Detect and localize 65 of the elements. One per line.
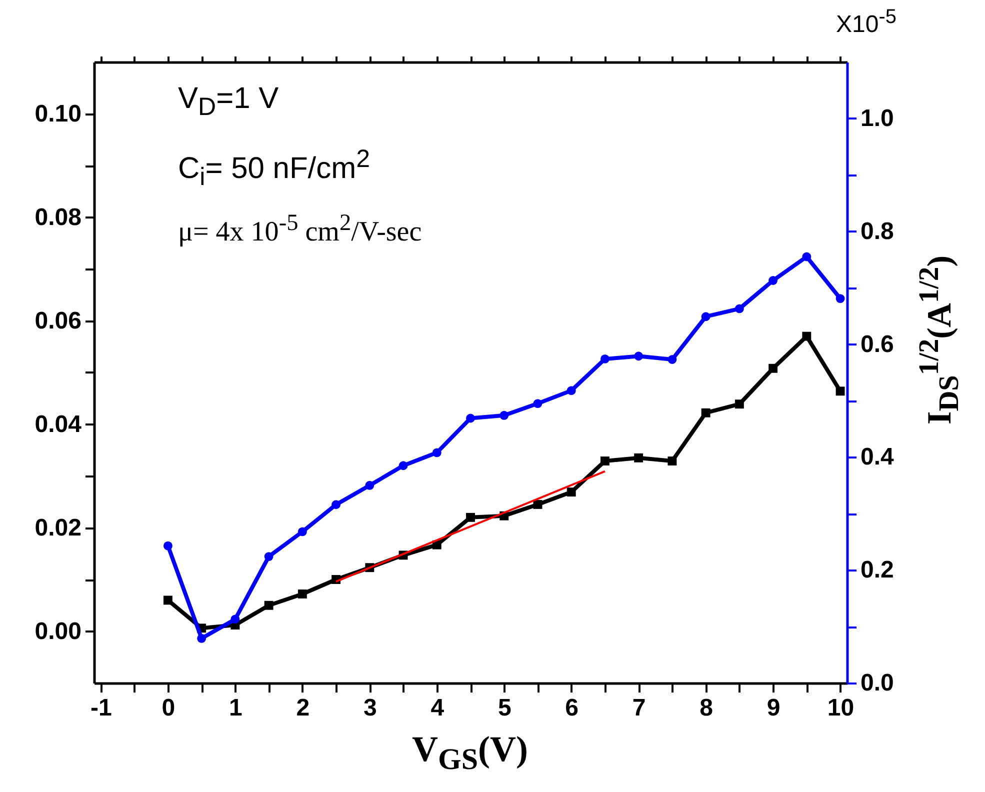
- x-tick-label: 1: [229, 694, 242, 722]
- x-tick-label: 8: [700, 694, 713, 722]
- point: [197, 634, 206, 643]
- point: [802, 252, 812, 262]
- point: [466, 414, 475, 423]
- point: [701, 408, 710, 418]
- point: [836, 294, 845, 304]
- x-tick-label: 5: [498, 694, 512, 722]
- x-tick-label: 10: [827, 694, 854, 722]
- point: [600, 354, 610, 364]
- point: [432, 540, 442, 550]
- y-tick-label: 0.02: [34, 514, 82, 542]
- point: [163, 596, 172, 605]
- x-tick-label: 3: [363, 694, 377, 722]
- point: [734, 304, 744, 314]
- point: [734, 400, 744, 409]
- x-tick-label: -1: [90, 694, 112, 722]
- point: [600, 456, 610, 466]
- point: [264, 552, 274, 562]
- y2-tick-label: 1.0: [860, 104, 894, 132]
- point: [668, 456, 677, 466]
- y2-tick-label: 0.8: [860, 218, 894, 245]
- x-tick-label: 4: [430, 694, 445, 722]
- point: [634, 352, 644, 361]
- y2-tick-label: 0.2: [860, 556, 894, 584]
- x-tick-label: 0: [162, 694, 176, 722]
- point: [768, 276, 778, 285]
- y-tick-label: 0.00: [34, 618, 82, 645]
- annotation: μ= 4x 10$^{-5}$ cm$^{2}$/V-sec: [178, 210, 422, 248]
- y-tick-label: 0.06: [34, 307, 82, 334]
- x-tick-label: 6: [565, 694, 579, 722]
- point: [566, 488, 576, 497]
- point: [802, 332, 812, 341]
- point: [701, 312, 710, 322]
- point: [836, 386, 845, 396]
- y-tick-label: 0.10: [34, 100, 82, 128]
- point: [533, 399, 542, 408]
- point: [163, 541, 172, 550]
- text: X10$^{-5}$: [836, 6, 896, 39]
- point: [668, 355, 677, 364]
- annotation: C$_{i}$= 50 nF/cm$^{2}$: [178, 145, 370, 192]
- point: [768, 364, 778, 373]
- y2-tick-label: 0.4: [860, 444, 895, 471]
- point: [432, 448, 442, 458]
- x-tick-label: 7: [632, 694, 646, 722]
- point: [566, 386, 576, 396]
- y2-tick-label: 0.0: [860, 670, 894, 696]
- x-tick-label: 2: [296, 694, 310, 722]
- point: [398, 461, 408, 470]
- y-tick-label: 0.08: [34, 204, 82, 231]
- point: [634, 453, 644, 462]
- y2-tick-label: 0.6: [860, 330, 894, 358]
- x-tick-label: 9: [766, 694, 780, 722]
- point: [332, 500, 341, 510]
- point: [365, 480, 374, 490]
- point: [298, 527, 307, 536]
- point: [230, 614, 240, 624]
- annotation: V$_{D}$=1 V: [178, 82, 279, 122]
- y-tick-label: 0.04: [34, 410, 82, 438]
- point: [264, 600, 274, 610]
- x-axis-title: V$_{GS}$(V): [412, 728, 528, 778]
- point: [298, 590, 307, 598]
- point: [533, 500, 542, 509]
- point: [500, 410, 509, 420]
- point: [466, 512, 475, 522]
